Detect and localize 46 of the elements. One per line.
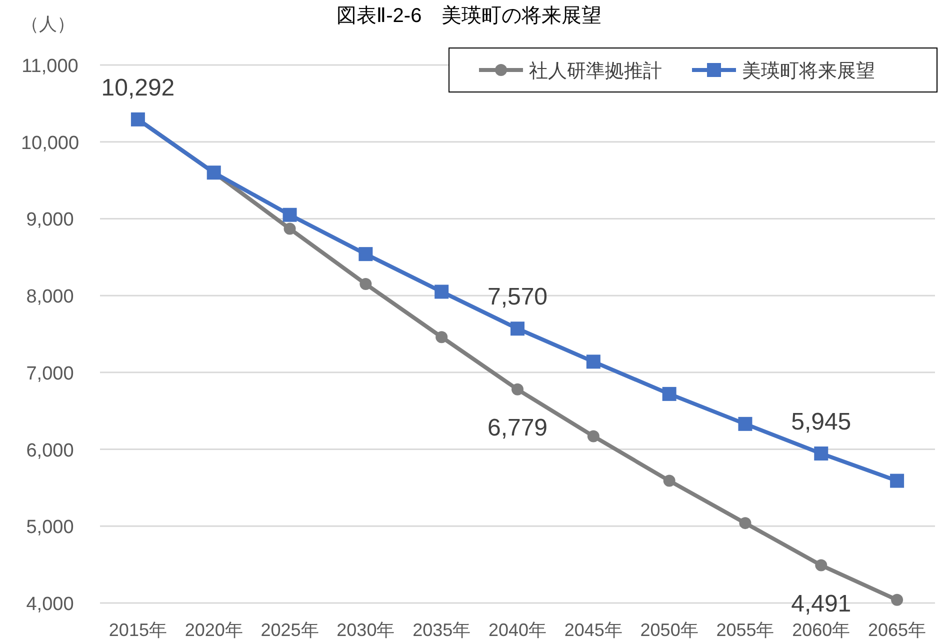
data-label: 7,570 (487, 284, 548, 311)
point (587, 430, 600, 442)
data-label: 6,779 (487, 414, 548, 442)
legend-label: 社人研準拠推計 (529, 61, 662, 82)
y-tick-label: 9,000 (26, 210, 74, 231)
point (436, 331, 448, 344)
point (738, 416, 752, 431)
point (512, 383, 524, 396)
point (891, 594, 904, 606)
point (890, 474, 904, 488)
x-tick-label: 2045年 (564, 620, 622, 640)
point (586, 354, 600, 369)
chart-title: 図表Ⅱ-2-6 美瑛町の将来展望 (336, 4, 602, 27)
point (282, 208, 297, 222)
point (510, 322, 524, 336)
x-tick-label: 2040年 (488, 620, 547, 640)
point (360, 278, 372, 290)
y-tick-label: 5,000 (26, 517, 74, 538)
x-tick-label: 2030年 (336, 620, 395, 640)
x-tick-label: 2020年 (184, 620, 243, 640)
point (815, 559, 828, 572)
x-tick-label: 2060年 (792, 620, 850, 640)
data-label: 4,491 (791, 590, 852, 618)
y-tick-label: 6,000 (26, 440, 74, 462)
y-axis-title: （人） (21, 14, 75, 34)
x-tick-label: 2015年 (108, 620, 167, 640)
point (284, 222, 296, 235)
x-tick-label: 2050年 (640, 620, 698, 640)
point (434, 284, 449, 299)
point (663, 474, 676, 487)
data-label: 5,945 (791, 408, 852, 436)
x-tick-label: 2065年 (868, 620, 926, 640)
x-tick-label: 2035年 (412, 620, 471, 640)
y-tick-label: 7,000 (26, 363, 74, 384)
point (662, 386, 676, 401)
y-tick-label: 4,000 (26, 594, 74, 615)
point (358, 247, 373, 262)
point (814, 446, 828, 461)
x-tick-label: 2055年 (716, 620, 774, 640)
x-tick-label: 2025年 (260, 620, 319, 640)
point (739, 517, 752, 530)
legend-label: 美瑛町将来展望 (742, 60, 875, 82)
data-label: 10,292 (101, 74, 175, 102)
y-tick-label: 11,000 (22, 56, 78, 77)
y-tick-label: 8,000 (26, 286, 74, 308)
y-tick-label: 10,000 (20, 132, 80, 154)
